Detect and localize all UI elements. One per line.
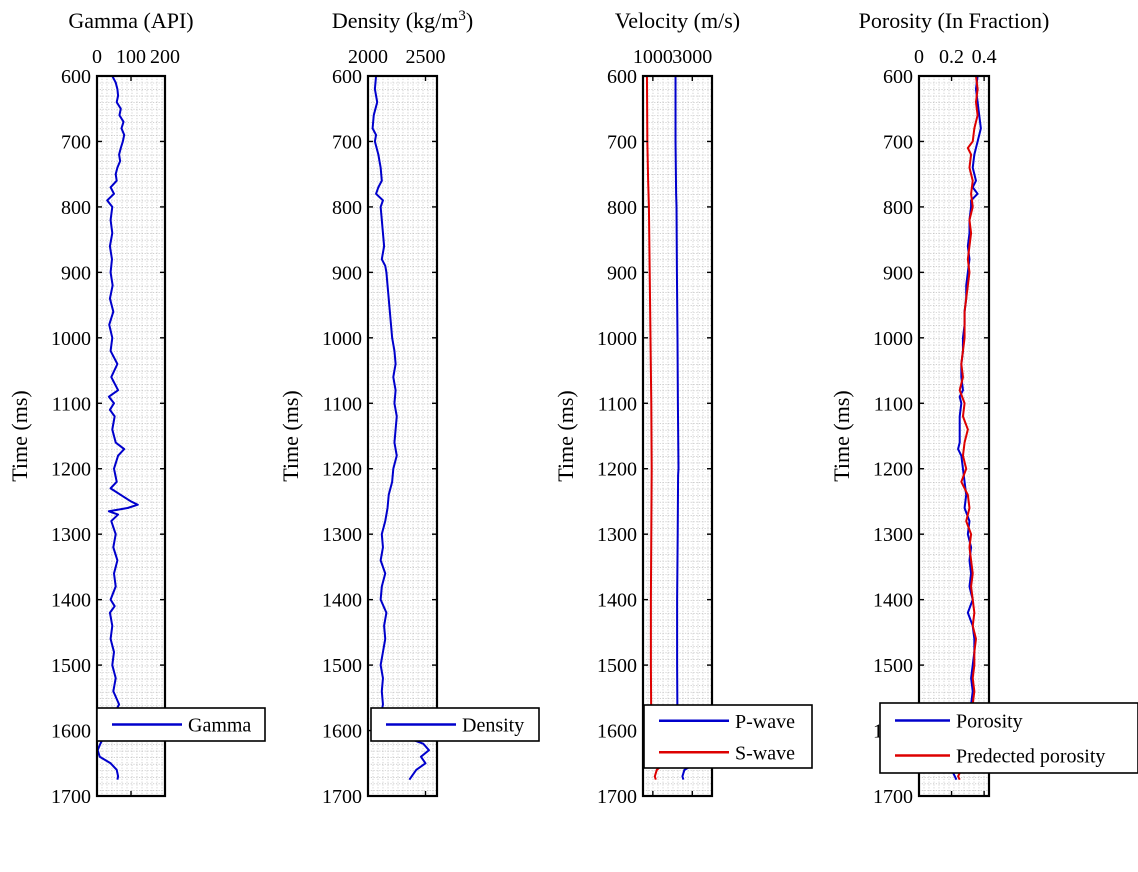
- series-line-porosity: [931, 75, 982, 781]
- panel-2: 600 700 800 900 1000 1100 1200 1300 1400 1500 1600…: [278, 8, 540, 808]
- y-tick-label: 900: [883, 262, 913, 284]
- y-tick-label: 1000: [597, 328, 637, 350]
- panel-3: 600 700 800 900 1000 1100 1200 1300 1400 1500 1600…: [553, 8, 813, 808]
- y-tick-label: 900: [607, 262, 637, 284]
- plot-area: [368, 76, 437, 796]
- plot-area: [97, 76, 165, 796]
- grid: [919, 76, 989, 796]
- plot-frame: [917, 74, 991, 798]
- y-axis-label: Time (ms): [278, 390, 303, 481]
- panel-title: Gamma (API): [68, 8, 193, 33]
- x-tick-label: 200: [150, 46, 180, 68]
- y-tick-label: 1600: [597, 721, 637, 743]
- y-tick-label: 800: [883, 197, 913, 219]
- legend-box: [879, 702, 1138, 774]
- y-tick-label: 1100: [52, 393, 91, 415]
- panel-title: Density (kg/m3): [332, 8, 473, 33]
- series-line-gamma: [96, 75, 139, 780]
- y-tick-label: 700: [332, 131, 362, 153]
- y-tick-label: 700: [883, 131, 913, 153]
- y-axis-label: Time (ms): [7, 390, 32, 481]
- x-tick-label: 0: [914, 46, 924, 68]
- y-axis-label: Time (ms): [553, 390, 578, 481]
- plot-frame: [366, 74, 439, 798]
- x-tick-label: 100: [116, 46, 146, 68]
- y-tick-label: 1200: [51, 459, 91, 481]
- y-tick-label: 900: [61, 262, 91, 284]
- y-tick-label: 1200: [322, 459, 362, 481]
- legend: P-wave S-wave: [643, 704, 813, 769]
- y-tick-label: 1200: [873, 459, 913, 481]
- legend-box: [643, 704, 813, 769]
- y-tick-label: 1500: [597, 655, 637, 677]
- y-tick-label: 1300: [322, 524, 362, 546]
- y-tick-label: 1700: [322, 786, 362, 808]
- y-tick-label: 1400: [51, 590, 91, 612]
- y-tick-label: 1200: [597, 459, 637, 481]
- x-tick-label: 3000: [672, 46, 712, 68]
- x-tick-label: 0.4: [972, 46, 997, 68]
- y-tick-label: 1500: [322, 655, 362, 677]
- plot-frame: [641, 74, 714, 798]
- panel-4: 6007008009001000110012001300140015001600…: [829, 8, 1138, 808]
- y-tick-label: 700: [61, 131, 91, 153]
- y-tick-label: 1300: [873, 524, 913, 546]
- y-tick-label: 1100: [874, 393, 913, 415]
- x-tick-label: 2500: [406, 46, 446, 68]
- legend: Gamma: [96, 707, 266, 742]
- y-tick-label: 1500: [51, 655, 91, 677]
- panel-title: Velocity (m/s): [615, 8, 740, 33]
- y-tick-label: 1300: [597, 524, 637, 546]
- y-tick-label: 1700: [597, 786, 637, 808]
- x-tick-label: 0.2: [939, 46, 964, 68]
- x-tick-label: 2000: [348, 46, 388, 68]
- y-tick-label: 1000: [873, 328, 913, 350]
- y-axis-label: Time (ms): [829, 390, 854, 481]
- legend-label: Density: [462, 715, 524, 737]
- y-tick-label: 1700: [51, 786, 91, 808]
- legend-label: Porosity: [956, 711, 1023, 733]
- panel-1: 6007008009001000110012001300140015001600…: [7, 8, 266, 808]
- y-tick-label: 1400: [873, 590, 913, 612]
- y-tick-label: 1600: [322, 721, 362, 743]
- x-tick-label: 1000: [633, 46, 673, 68]
- y-tick-label: 1400: [597, 590, 637, 612]
- y-tick-label: 600: [332, 66, 362, 88]
- y-tick-label: 1300: [51, 524, 91, 546]
- y-tick-label: 800: [332, 197, 362, 219]
- legend-label: S-wave: [735, 742, 795, 764]
- y-tick-label: 800: [607, 197, 637, 219]
- y-tick-label: 600: [607, 66, 637, 88]
- y-tick-label: 1100: [323, 393, 362, 415]
- y-tick-label: 600: [883, 66, 913, 88]
- y-tick-label: 900: [332, 262, 362, 284]
- panel-title: Porosity (In Fraction): [859, 8, 1050, 33]
- legend: Porosity Predected porosity: [879, 702, 1138, 774]
- y-tick-label: 1100: [598, 393, 637, 415]
- legend-label: Gamma: [188, 715, 251, 737]
- y-tick-label: 700: [607, 131, 637, 153]
- y-tick-label: 1400: [322, 590, 362, 612]
- legend: Density: [370, 707, 540, 742]
- y-tick-label: 1500: [873, 655, 913, 677]
- y-tick-label: 1700: [873, 786, 913, 808]
- y-tick-label: 1600: [51, 721, 91, 743]
- y-tick-label: 1000: [51, 328, 91, 350]
- legend-label: P-wave: [735, 711, 795, 733]
- y-tick-label: 600: [61, 66, 91, 88]
- plot-area: [919, 76, 989, 796]
- legend-label: Predected porosity: [956, 746, 1105, 768]
- y-tick-label: 1000: [322, 328, 362, 350]
- x-tick-label: 0: [92, 46, 102, 68]
- y-tick-label: 800: [61, 197, 91, 219]
